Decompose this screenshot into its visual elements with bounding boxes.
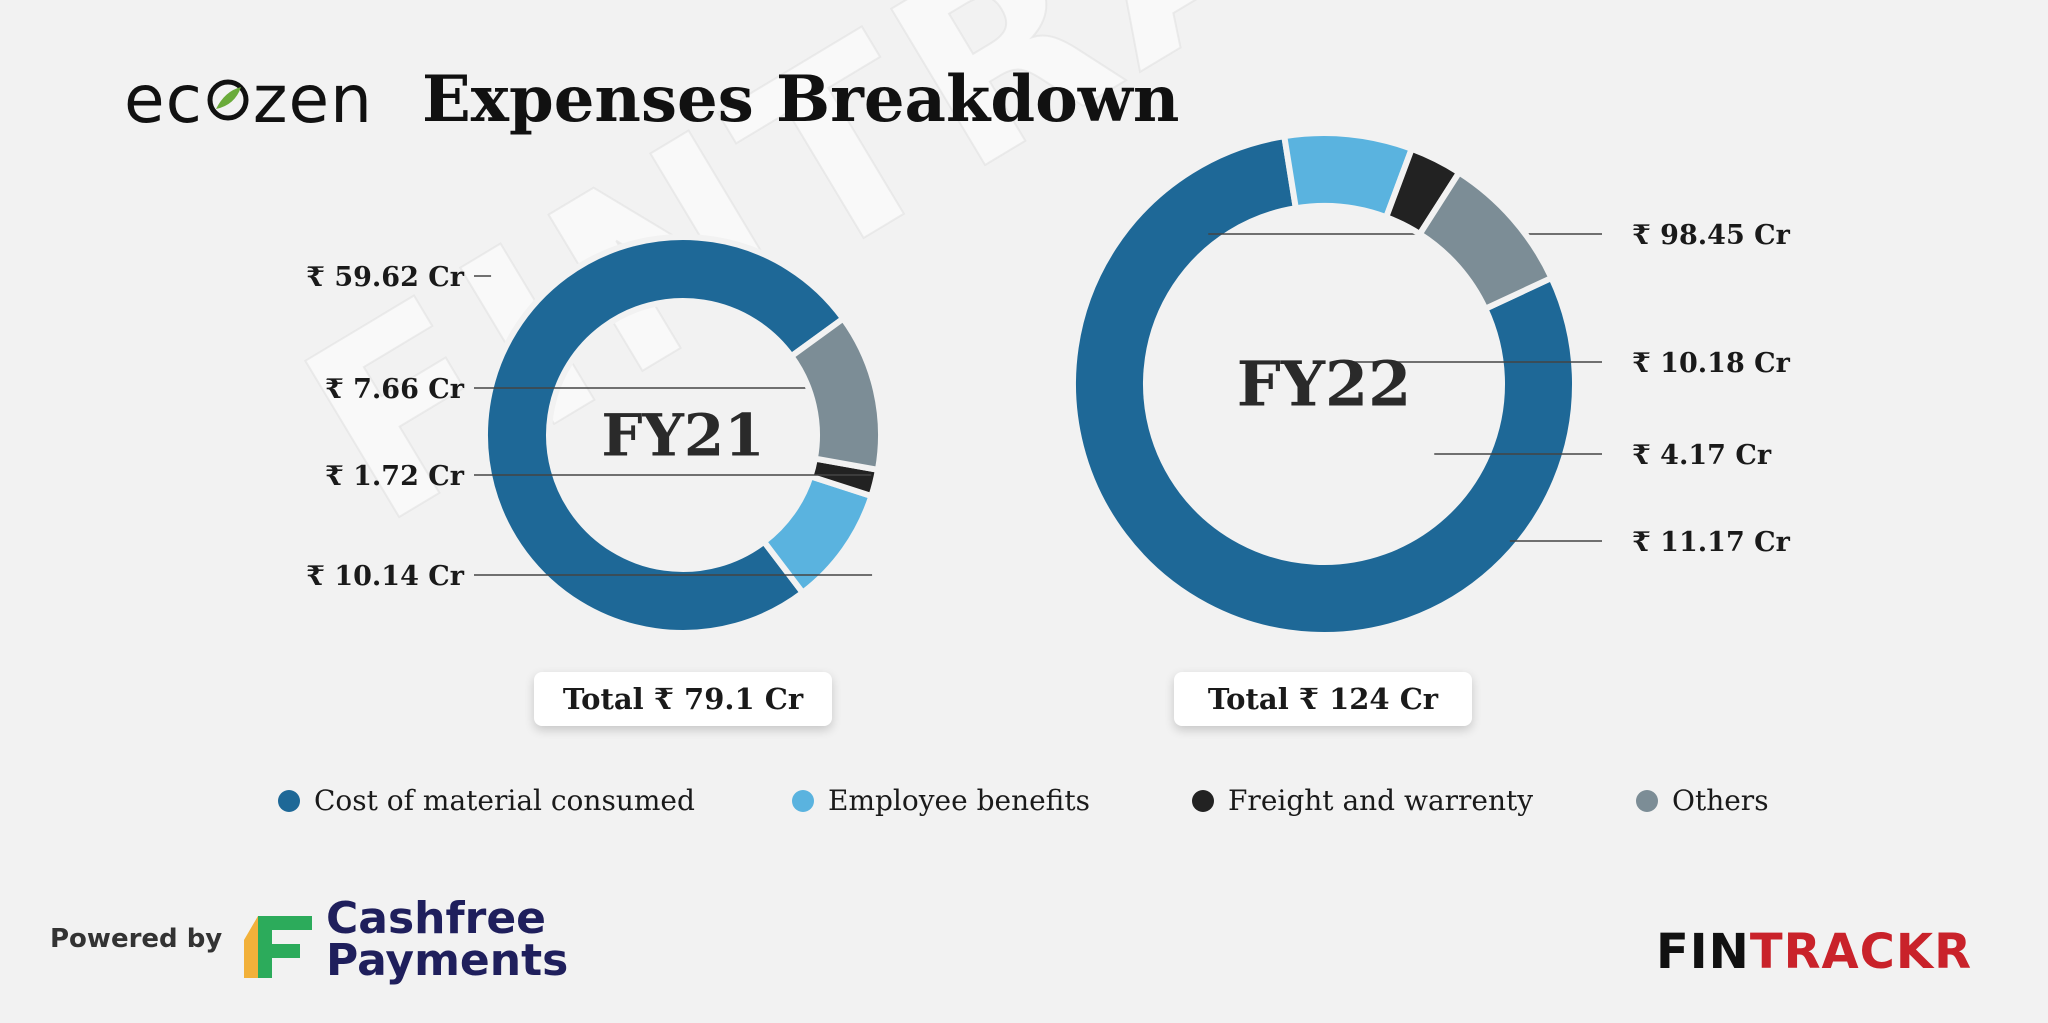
center-label-fy21: FY21	[601, 401, 764, 469]
data-label-fy22-freight: ₹ 4.17 Cr	[1632, 440, 1772, 471]
data-label-fy22-cost-of-material: ₹ 98.45 Cr	[1632, 220, 1791, 251]
slice-fy22-cost-of-material	[1070, 132, 1578, 638]
cashfree-line-1: Cashfree	[326, 893, 547, 944]
legend-dot	[792, 789, 814, 812]
legend-dot	[278, 789, 300, 812]
legend-label: Freight and warrenty	[1228, 784, 1534, 817]
cashfree-line-2: Payments	[326, 935, 569, 986]
total-fy22: Total ₹ 124 Cr	[1174, 672, 1472, 726]
legend-item-cost-of-material: Cost of material consumed	[278, 784, 695, 817]
legend-label: Others	[1672, 784, 1769, 817]
legend-dot	[1192, 789, 1214, 812]
data-label-fy22-employee-benefits: ₹ 10.18 Cr	[1632, 348, 1791, 379]
data-label-fy22-others: ₹ 11.17 Cr	[1632, 527, 1791, 558]
fintrackr-logo-trackr: TRACKR	[1749, 924, 1973, 980]
data-label-fy21-cost-of-material: ₹ 59.62 Cr	[306, 262, 465, 293]
slice-fy21-employee-benefits	[759, 472, 876, 597]
leaf-icon	[207, 79, 249, 121]
fintrackr-logo-fin: FIN	[1656, 924, 1750, 980]
cashfree-wordmark: Cashfree Payments	[326, 893, 569, 986]
total-fy21: Total ₹ 79.1 Cr	[534, 672, 832, 726]
legend-item-others: Others	[1636, 784, 1769, 817]
page-title: Expenses Breakdown	[422, 62, 1180, 137]
legend-item-freight: Freight and warrenty	[1192, 784, 1533, 817]
data-label-fy21-freight: ₹ 1.72 Cr	[325, 461, 465, 492]
slice-fy22-others	[1415, 168, 1556, 313]
ecozen-logo-part-1: ec	[124, 61, 203, 138]
fintrackr-logo: FINTRACKR	[1656, 924, 1972, 980]
legend-label: Cost of material consumed	[314, 784, 695, 817]
data-label-fy21-others: ₹ 10.14 Cr	[306, 561, 465, 592]
ecozen-logo-part-2: zen	[252, 61, 373, 138]
cashfree-logo-icon	[244, 916, 312, 978]
legend: Cost of material consumed Employee benef…	[0, 784, 2048, 824]
data-label-fy21-employee-benefits: ₹ 7.66 Cr	[325, 374, 465, 405]
powered-by-label: Powered by	[50, 924, 223, 954]
legend-dot	[1636, 789, 1658, 812]
ecozen-logo: ec zen	[124, 64, 373, 136]
center-label-fy22: FY22	[1237, 348, 1412, 421]
legend-label: Employee benefits	[828, 784, 1090, 817]
legend-item-employee-benefits: Employee benefits	[792, 784, 1090, 817]
slice-fy21-others	[787, 314, 884, 474]
